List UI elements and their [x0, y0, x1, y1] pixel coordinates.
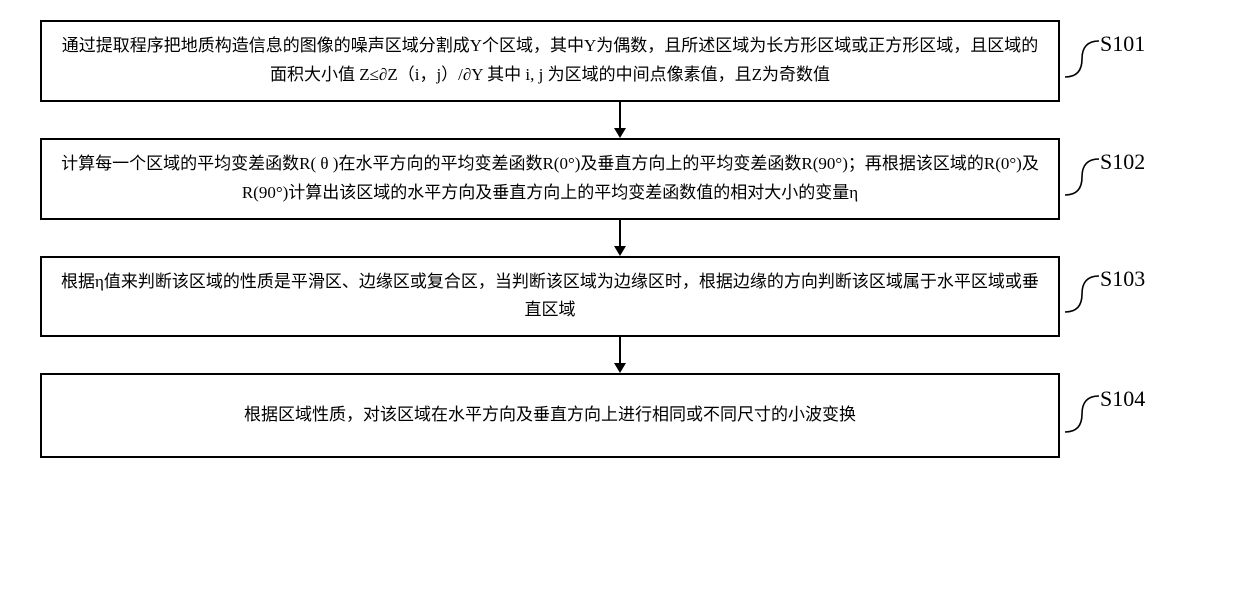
flow-step-box: 根据η值来判断该区域的性质是平滑区、边缘区或复合区，当判断该区域为边缘区时，根据… [40, 256, 1060, 338]
step-label-wrap: S102 [1064, 155, 1145, 199]
step-label: S102 [1100, 149, 1145, 175]
label-connector-curve [1064, 155, 1100, 199]
flow-arrow-wrap [110, 102, 1130, 138]
step-label-wrap: S101 [1064, 37, 1145, 81]
flow-step-box: 通过提取程序把地质构造信息的图像的噪声区域分割成Y个区域，其中Y为偶数，且所述区… [40, 20, 1060, 102]
flow-step-row: 计算每一个区域的平均变差函数R( θ )在水平方向的平均变差函数R(0°)及垂直… [40, 138, 1200, 220]
flow-step-row: 根据区域性质，对该区域在水平方向及垂直方向上进行相同或不同尺寸的小波变换 S10… [40, 373, 1200, 458]
label-connector-curve [1064, 392, 1100, 436]
flow-step-row: 根据η值来判断该区域的性质是平滑区、边缘区或复合区，当判断该区域为边缘区时，根据… [40, 256, 1200, 338]
flow-arrow-wrap [110, 220, 1130, 256]
down-arrow-icon [610, 102, 630, 138]
step-label-wrap: S103 [1064, 272, 1145, 316]
step-label: S103 [1100, 266, 1145, 292]
flow-step-box: 计算每一个区域的平均变差函数R( θ )在水平方向的平均变差函数R(0°)及垂直… [40, 138, 1060, 220]
label-connector-curve [1064, 272, 1100, 316]
step-label-wrap: S104 [1064, 392, 1145, 436]
flow-step-box: 根据区域性质，对该区域在水平方向及垂直方向上进行相同或不同尺寸的小波变换 [40, 373, 1060, 458]
flowchart-container: 通过提取程序把地质构造信息的图像的噪声区域分割成Y个区域，其中Y为偶数，且所述区… [40, 20, 1200, 458]
flow-arrow-wrap [110, 337, 1130, 373]
down-arrow-icon [610, 337, 630, 373]
step-label: S104 [1100, 386, 1145, 412]
step-label: S101 [1100, 31, 1145, 57]
label-connector-curve [1064, 37, 1100, 81]
flow-step-row: 通过提取程序把地质构造信息的图像的噪声区域分割成Y个区域，其中Y为偶数，且所述区… [40, 20, 1200, 102]
down-arrow-icon [610, 220, 630, 256]
